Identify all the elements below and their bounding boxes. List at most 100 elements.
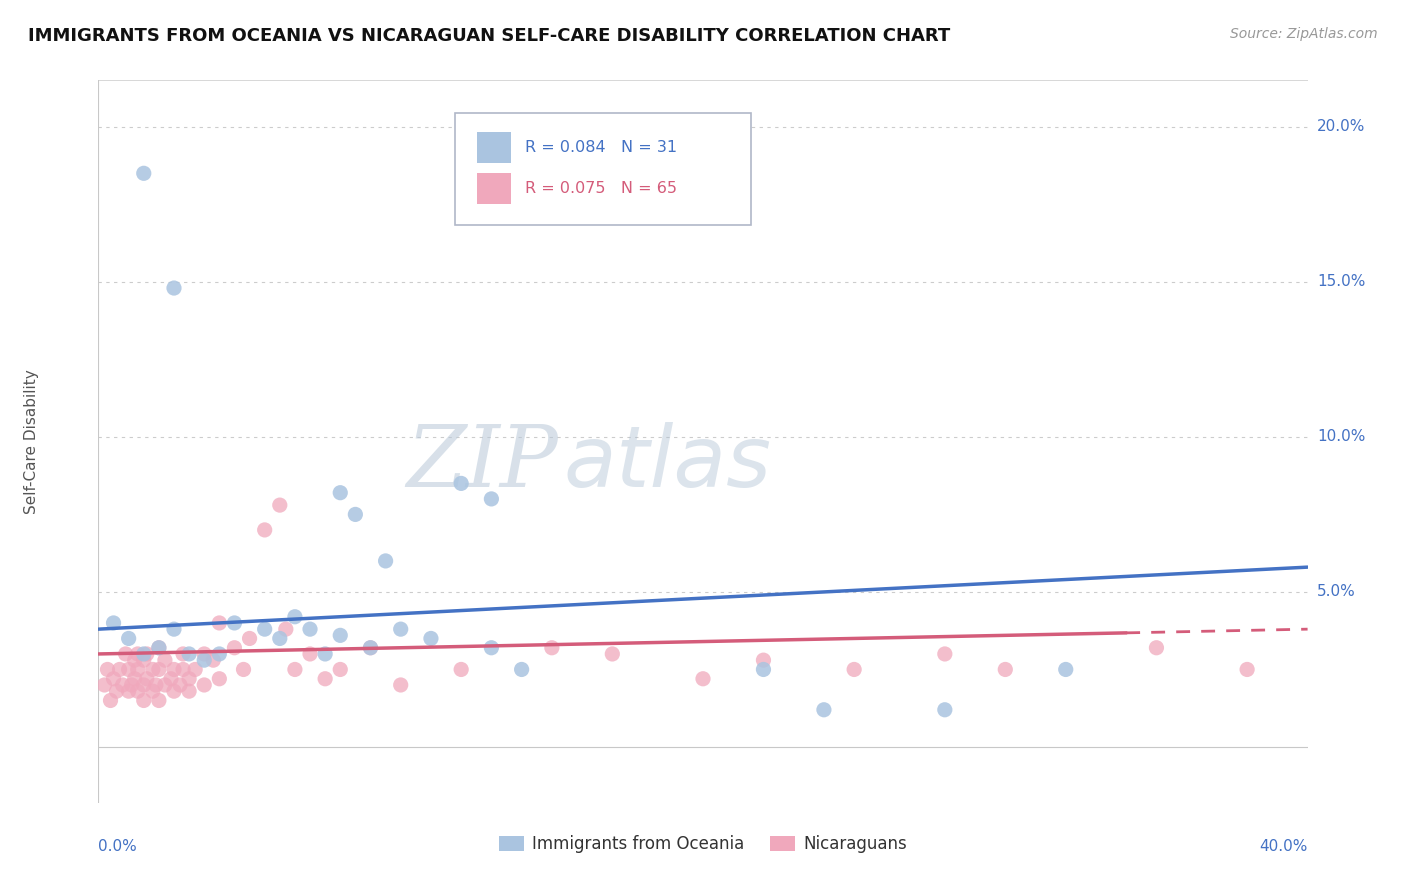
Point — [602, 647, 624, 661]
Point — [132, 693, 155, 707]
Point — [389, 622, 412, 636]
Text: 15.0%: 15.0% — [1317, 275, 1365, 289]
Point — [420, 632, 443, 646]
Point — [132, 653, 155, 667]
Point — [132, 166, 155, 180]
Point — [274, 622, 297, 636]
Point — [450, 476, 472, 491]
Point — [269, 498, 291, 512]
Point — [284, 663, 307, 677]
Point — [202, 653, 225, 667]
Point — [193, 678, 215, 692]
Point — [208, 672, 231, 686]
Point — [163, 684, 186, 698]
Point — [96, 663, 118, 677]
Point — [193, 647, 215, 661]
Point — [844, 663, 866, 677]
Point — [169, 678, 191, 692]
Point — [208, 647, 231, 661]
Point — [284, 609, 307, 624]
Point — [103, 672, 125, 686]
Point — [232, 663, 254, 677]
Point — [142, 684, 165, 698]
Point — [148, 640, 170, 655]
Point — [127, 684, 149, 698]
Point — [253, 622, 276, 636]
Point — [934, 703, 956, 717]
Point — [132, 647, 155, 661]
Point — [360, 640, 382, 655]
Point — [179, 647, 201, 661]
Point — [224, 640, 246, 655]
Point — [118, 663, 141, 677]
Point — [105, 684, 128, 698]
Point — [124, 672, 146, 686]
Point — [118, 684, 141, 698]
Point — [389, 678, 412, 692]
Point — [163, 281, 186, 295]
Point — [179, 684, 201, 698]
Point — [374, 554, 396, 568]
Point — [1236, 663, 1258, 677]
Point — [481, 491, 503, 506]
Bar — [477, 173, 510, 204]
Text: 20.0%: 20.0% — [1317, 120, 1365, 135]
Text: 5.0%: 5.0% — [1317, 584, 1355, 599]
Point — [329, 485, 352, 500]
Point — [114, 647, 136, 661]
Point — [127, 663, 149, 677]
Point — [994, 663, 1017, 677]
Point — [360, 640, 382, 655]
Text: 40.0%: 40.0% — [1260, 838, 1308, 854]
Point — [100, 693, 122, 707]
Point — [510, 663, 533, 677]
Point — [540, 640, 562, 655]
Point — [127, 647, 149, 661]
Point — [692, 672, 714, 686]
Point — [208, 615, 231, 630]
Point — [163, 663, 186, 677]
Point — [269, 632, 291, 646]
Point — [145, 678, 167, 692]
Point — [253, 523, 276, 537]
Point — [934, 647, 956, 661]
Point — [314, 647, 336, 661]
Text: atlas: atlas — [564, 422, 772, 505]
Point — [135, 647, 157, 661]
Text: 10.0%: 10.0% — [1317, 429, 1365, 444]
Point — [299, 622, 322, 636]
Point — [813, 703, 835, 717]
Point — [148, 640, 170, 655]
Point — [160, 672, 183, 686]
Point — [752, 653, 775, 667]
Point — [329, 628, 352, 642]
FancyBboxPatch shape — [456, 112, 751, 225]
Point — [344, 508, 367, 522]
Point — [142, 663, 165, 677]
Point — [172, 647, 194, 661]
Point — [153, 653, 176, 667]
Point — [450, 663, 472, 677]
Point — [108, 663, 131, 677]
Point — [299, 647, 322, 661]
Point — [1054, 663, 1077, 677]
Point — [118, 632, 141, 646]
Point — [481, 640, 503, 655]
Point — [172, 663, 194, 677]
Point — [163, 622, 186, 636]
Text: IMMIGRANTS FROM OCEANIA VS NICARAGUAN SELF-CARE DISABILITY CORRELATION CHART: IMMIGRANTS FROM OCEANIA VS NICARAGUAN SE… — [28, 27, 950, 45]
Point — [193, 653, 215, 667]
Point — [135, 672, 157, 686]
Text: R = 0.084   N = 31: R = 0.084 N = 31 — [526, 140, 678, 155]
Point — [1144, 640, 1167, 655]
Point — [329, 663, 352, 677]
Point — [103, 615, 125, 630]
Text: ZIP: ZIP — [406, 422, 558, 505]
Point — [132, 678, 155, 692]
Legend: Immigrants from Oceania, Nicaraguans: Immigrants from Oceania, Nicaraguans — [492, 828, 914, 860]
Point — [239, 632, 262, 646]
Point — [111, 678, 134, 692]
Point — [752, 663, 775, 677]
Text: Self-Care Disability: Self-Care Disability — [24, 369, 39, 514]
Text: Source: ZipAtlas.com: Source: ZipAtlas.com — [1230, 27, 1378, 41]
